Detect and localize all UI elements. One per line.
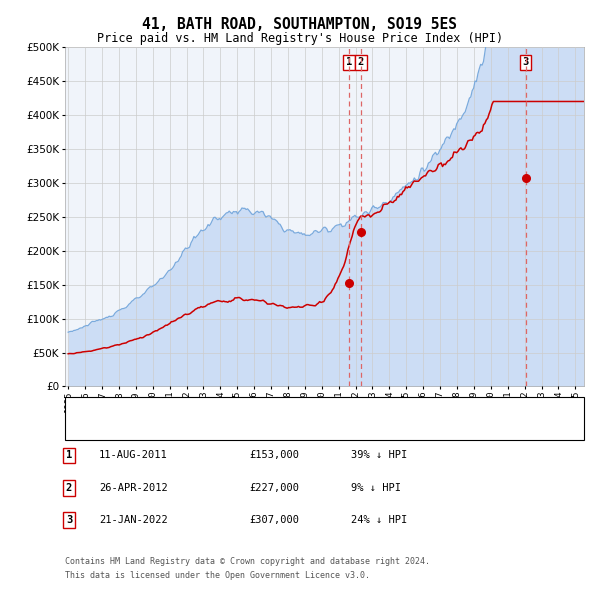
Text: Contains HM Land Registry data © Crown copyright and database right 2024.: Contains HM Land Registry data © Crown c… xyxy=(65,557,430,566)
Text: 9% ↓ HPI: 9% ↓ HPI xyxy=(351,483,401,493)
Text: 21-JAN-2022: 21-JAN-2022 xyxy=(99,516,168,525)
Text: 11-AUG-2011: 11-AUG-2011 xyxy=(99,451,168,460)
Text: 41, BATH ROAD, SOUTHAMPTON, SO19 5ES: 41, BATH ROAD, SOUTHAMPTON, SO19 5ES xyxy=(143,17,458,32)
Text: £307,000: £307,000 xyxy=(249,516,299,525)
Text: 24% ↓ HPI: 24% ↓ HPI xyxy=(351,516,407,525)
Text: 1: 1 xyxy=(66,451,72,460)
Text: £227,000: £227,000 xyxy=(249,483,299,493)
Text: 2: 2 xyxy=(66,483,72,493)
Text: 2: 2 xyxy=(358,57,364,67)
Text: 39% ↓ HPI: 39% ↓ HPI xyxy=(351,451,407,460)
Text: 41, BATH ROAD, SOUTHAMPTON, SO19 5ES (detached house): 41, BATH ROAD, SOUTHAMPTON, SO19 5ES (de… xyxy=(98,404,416,414)
Text: 3: 3 xyxy=(66,516,72,525)
Text: £153,000: £153,000 xyxy=(249,451,299,460)
Text: —: — xyxy=(74,400,84,418)
Bar xyxy=(520,47,584,386)
Text: —: — xyxy=(74,420,84,438)
Text: 26-APR-2012: 26-APR-2012 xyxy=(99,483,168,493)
Text: 3: 3 xyxy=(523,57,529,67)
Text: Price paid vs. HM Land Registry's House Price Index (HPI): Price paid vs. HM Land Registry's House … xyxy=(97,32,503,45)
Text: HPI: Average price, detached house, Southampton: HPI: Average price, detached house, Sout… xyxy=(98,424,380,434)
Text: 1: 1 xyxy=(346,57,352,67)
Text: This data is licensed under the Open Government Licence v3.0.: This data is licensed under the Open Gov… xyxy=(65,571,370,581)
